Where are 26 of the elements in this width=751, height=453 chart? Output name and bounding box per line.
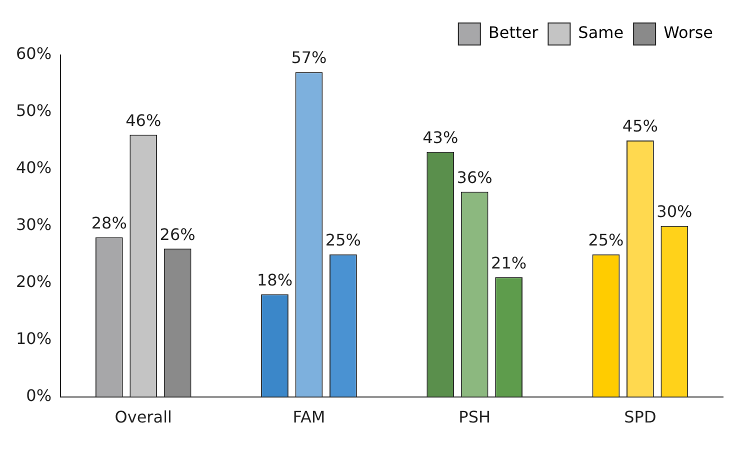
data-label: 25% — [588, 230, 624, 250]
legend-label: Worse — [664, 23, 714, 42]
data-label: 30% — [656, 202, 692, 222]
y-tick-label: 30% — [16, 215, 52, 234]
y-tick-label: 10% — [16, 328, 52, 348]
y-tick-label: 20% — [16, 272, 52, 292]
y-tick-label: 50% — [16, 101, 52, 120]
data-label: 25% — [325, 230, 361, 250]
data-label: 57% — [291, 48, 327, 68]
y-tick-label: 60% — [16, 44, 52, 64]
data-label: 43% — [422, 128, 458, 147]
x-tick-label: SPD — [624, 408, 656, 427]
data-label: 28% — [91, 213, 127, 232]
y-tick-label: 40% — [16, 158, 52, 178]
data-label: 36% — [456, 168, 492, 187]
data-label: 46% — [126, 110, 162, 130]
data-label: 26% — [160, 224, 196, 244]
x-tick-label: FAM — [292, 408, 326, 427]
data-label: 45% — [622, 116, 658, 136]
legend-label: Better — [488, 23, 539, 42]
x-tick-label: PSH — [458, 408, 491, 427]
legend-label: Same — [578, 23, 624, 42]
x-tick-label: Overall — [114, 408, 172, 427]
y-tick-label: 0% — [26, 386, 52, 405]
data-label: 21% — [491, 253, 527, 272]
data-label: 18% — [256, 270, 293, 290]
